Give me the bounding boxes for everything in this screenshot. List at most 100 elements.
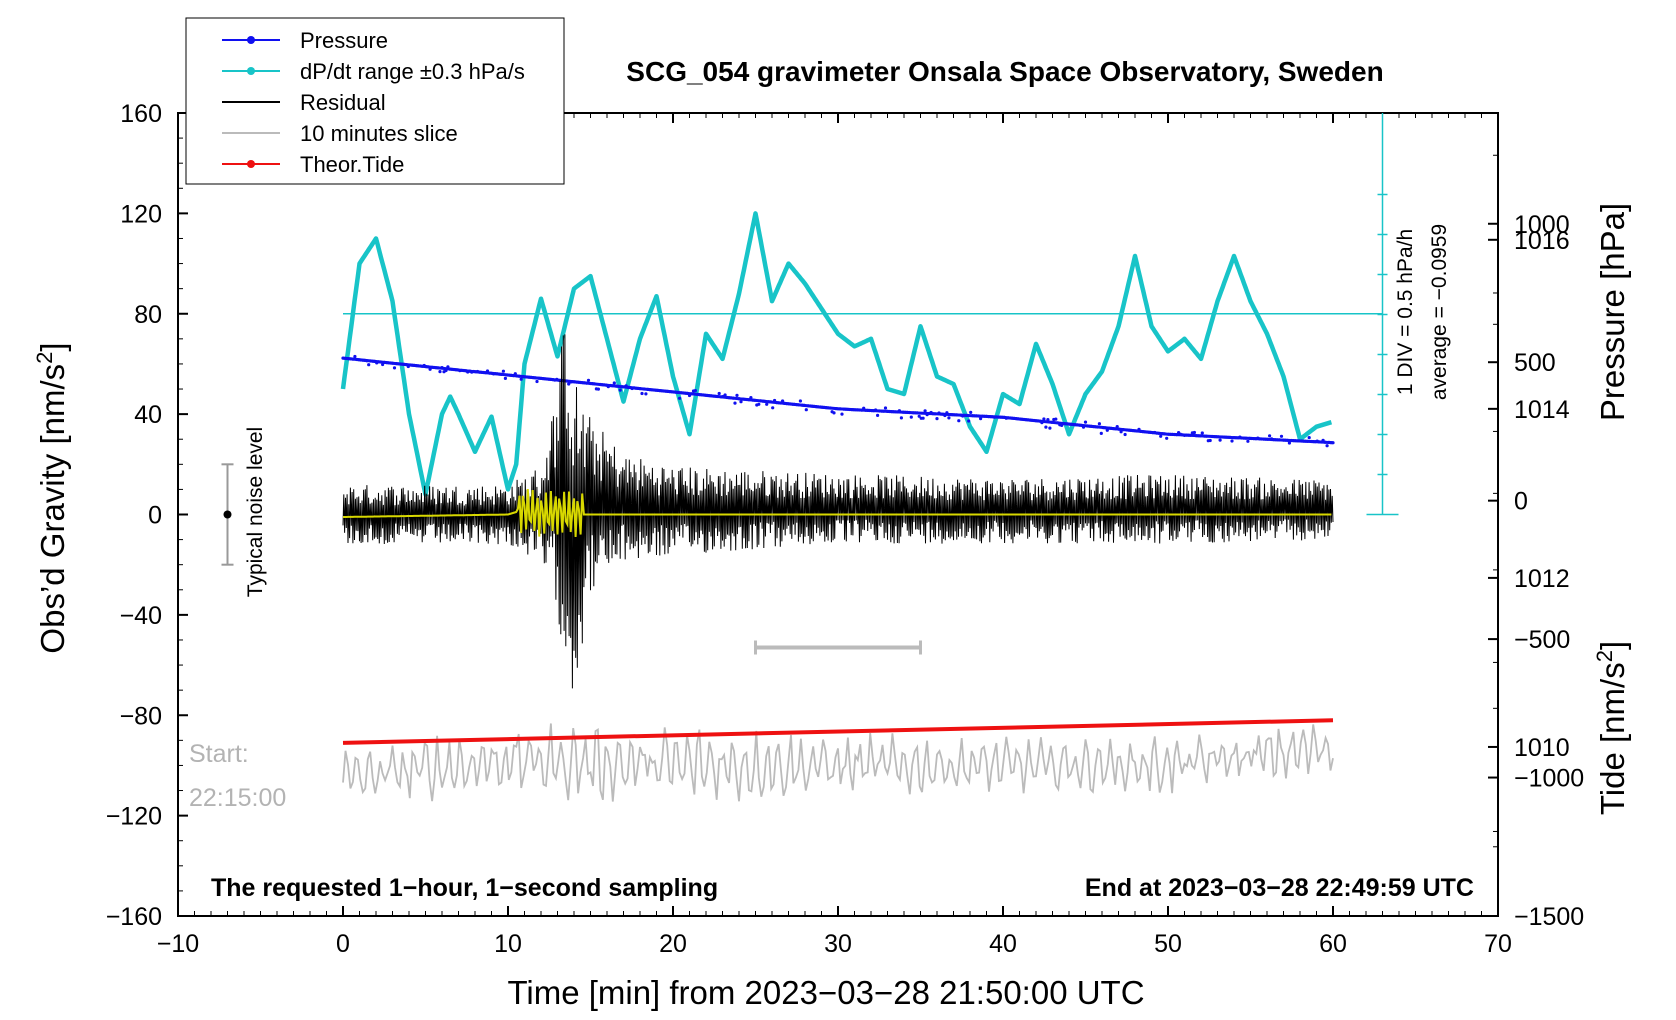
pressure-point [586, 378, 591, 382]
axes-frame: −10 0 10 20 30 40 50 60 70 160 120 80 40 0 −40 −80 −120 −… [106, 100, 1585, 958]
pressure-point [840, 412, 844, 416]
y-tick-label: −160 [106, 903, 162, 931]
legend-marker [247, 67, 255, 75]
pressure-point [899, 416, 904, 420]
tide-tick-label: 0 [1514, 488, 1528, 516]
pressure-point [765, 402, 769, 406]
pressure-point [735, 393, 739, 397]
pressure-point [771, 406, 775, 410]
y-tick-label: 120 [120, 200, 162, 228]
legend-entry-label: Pressure [300, 28, 388, 53]
pressure-point [501, 369, 505, 373]
pressure-point [693, 389, 698, 393]
tide-tick-label: 500 [1514, 349, 1556, 377]
pressure-point [678, 396, 682, 400]
start-label: Start: [189, 740, 249, 768]
pressure-point [1325, 444, 1329, 448]
pressure-point [1208, 438, 1212, 443]
x-tick-label: 0 [336, 930, 350, 958]
pressure-point [644, 392, 648, 396]
tide-tick-label: −1500 [1514, 903, 1584, 931]
pressure-tick-label: 1014 [1514, 396, 1570, 424]
y-axis-label-tail: ] [34, 342, 71, 351]
x-axis-label: Time [min] from 2023−03−28 21:50:00 UTC [507, 974, 1144, 1011]
pressure-point [1083, 420, 1088, 424]
series-layer [221, 113, 1399, 802]
tide-axis-label: Tide [nm/s2] [1592, 641, 1632, 815]
tide-axis-label-tail: ] [1594, 641, 1631, 650]
y-axis-label: Obs’d Gravity [nm/s2] [32, 342, 72, 653]
filtered-residual-series [343, 489, 1332, 538]
pressure-point [1268, 434, 1272, 438]
pressure-point [804, 408, 808, 412]
pressure-point [923, 409, 927, 413]
x-tick-label: 40 [989, 930, 1017, 958]
tide-tick-label: 1000 [1514, 211, 1570, 239]
pressure-point [883, 406, 888, 410]
pressure-point [957, 419, 961, 423]
legend: Pressure dP/dt range ±0.3 hPa/s Residual 10… [185, 17, 565, 185]
pressure-point [392, 366, 397, 370]
pressure-point [1119, 430, 1123, 434]
pressure-point [1279, 434, 1284, 438]
x-tick-label: 50 [1154, 930, 1182, 958]
pressure-point [909, 415, 913, 419]
y-tick-label: −120 [106, 803, 162, 831]
pressure-point [535, 379, 539, 384]
pressure-point [1097, 422, 1101, 426]
pressure-point [1048, 426, 1052, 430]
slice-series [342, 723, 1334, 802]
pressure-point [353, 354, 357, 359]
pressure-point [567, 382, 571, 386]
x-tick-label: 70 [1484, 930, 1512, 958]
y-axis-label-sup: 2 [32, 352, 57, 364]
tide-tick-label: −1000 [1514, 765, 1584, 793]
footer-left: The requested 1−hour, 1−second sampling [211, 874, 718, 902]
x-tick-label: 10 [494, 930, 522, 958]
x-tick-label: 20 [659, 930, 687, 958]
tide-axis-label-main: Tide [nm/s [1594, 662, 1631, 815]
y-tick-label: 80 [134, 301, 162, 329]
pressure-point [596, 387, 601, 391]
pressure-point [967, 419, 971, 423]
pressure-point [640, 391, 644, 396]
pressure-point [438, 370, 442, 374]
legend-entry-label: Residual [300, 90, 386, 115]
pressure-point [618, 388, 622, 392]
y-tick-label: −40 [120, 602, 162, 630]
pressure-point [757, 402, 761, 406]
legend-entry-label: Theor.Tide [300, 152, 404, 177]
pressure-point [733, 401, 737, 405]
x-tick-label: 30 [824, 930, 852, 958]
dpdt-series [340, 211, 1333, 497]
footer-right: End at 2023−03−28 22:49:59 UTC [1085, 874, 1474, 902]
pressure-point [1123, 432, 1127, 437]
pressure-point [612, 381, 616, 385]
pressure-point [739, 400, 743, 404]
pressure-point [1246, 439, 1250, 443]
pressure-point [503, 376, 507, 380]
y-tick-label: 40 [134, 401, 162, 429]
pressure-point [947, 416, 951, 420]
pressure-point [367, 363, 371, 367]
pressure-point [798, 399, 803, 403]
pressure-tick-label: 1012 [1514, 565, 1570, 593]
pressure-point [979, 417, 983, 421]
residual-series [342, 334, 1334, 689]
legend-entry-label: dP/dt range ±0.3 hPa/s [300, 59, 525, 84]
pressure-point [1192, 430, 1196, 435]
pressure-point [1099, 431, 1103, 435]
pressure-point [1165, 436, 1169, 440]
pressure-point [935, 417, 939, 421]
pressure-point [969, 410, 973, 414]
tide-tick-label: −500 [1514, 626, 1570, 654]
pressure-point [1054, 417, 1058, 421]
legend-marker [247, 160, 255, 168]
pressure-point [921, 416, 925, 420]
y-tick-label: 160 [120, 100, 162, 128]
pressure-point [832, 411, 836, 415]
pressure-point [1044, 425, 1048, 429]
pressure-tick-label: 1016 [1514, 227, 1570, 255]
pressure-point [519, 377, 523, 381]
legend-entry-label: 10 minutes slice [300, 121, 458, 146]
